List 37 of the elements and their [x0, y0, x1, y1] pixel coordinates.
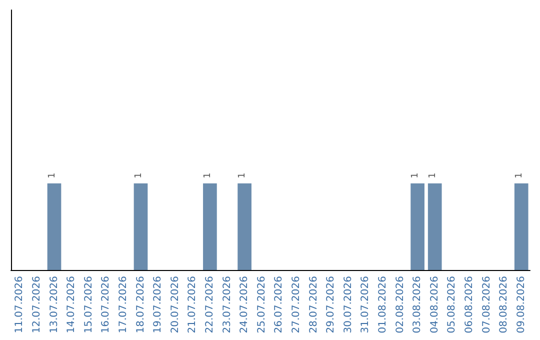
- x-tick-label: 30.07.2026: [342, 276, 354, 334]
- x-tick-label: 06.08.2026: [464, 276, 475, 334]
- data-label: 1: [238, 172, 248, 178]
- x-tick-label: 05.08.2026: [446, 276, 458, 334]
- x-tick-label: 12.07.2026: [31, 276, 42, 334]
- x-tick-label: 23.07.2026: [222, 276, 233, 334]
- x-tick-label: 13.07.2026: [48, 276, 60, 334]
- x-tick-label: 24.07.2026: [239, 276, 250, 334]
- x-tick-label: 18.07.2026: [135, 276, 146, 334]
- x-tick-label: 31.07.2026: [360, 276, 372, 334]
- data-label: 1: [134, 172, 144, 178]
- x-tick-label: 26.07.2026: [274, 276, 285, 334]
- x-tick-label: 16.07.2026: [100, 276, 112, 334]
- x-tick-label: 15.07.2026: [83, 276, 94, 334]
- x-tick-label: 28.07.2026: [308, 276, 320, 334]
- x-tick-label: 03.08.2026: [412, 276, 424, 334]
- x-tick-label: 11.07.2026: [14, 276, 26, 334]
- x-tick-label: 02.08.2026: [394, 276, 406, 334]
- data-label: 1: [47, 172, 58, 178]
- x-tick-label: 07.08.2026: [481, 276, 492, 334]
- x-tick-label: 25.07.2026: [256, 276, 268, 334]
- data-label: 1: [202, 172, 213, 178]
- data-label: 1: [514, 172, 524, 178]
- data-label: 1: [410, 172, 421, 178]
- x-tick-label: 19.07.2026: [152, 276, 164, 334]
- x-tick-label: 01.08.2026: [377, 276, 388, 334]
- x-tick-label: 17.07.2026: [118, 276, 129, 334]
- x-tick-label: 29.07.2026: [326, 276, 337, 334]
- x-tick-label: 08.08.2026: [498, 276, 510, 334]
- x-tick-label: 20.07.2026: [170, 276, 181, 334]
- x-tick-label: 09.08.2026: [516, 276, 527, 334]
- x-tick-label: 22.07.2026: [204, 276, 216, 334]
- data-label: 1: [428, 172, 438, 178]
- x-tick-label: 14.07.2026: [66, 276, 78, 334]
- x-tick-label: 27.07.2026: [290, 276, 302, 334]
- x-tick-label: 21.07.2026: [187, 276, 198, 334]
- x-tick-label: 04.08.2026: [429, 276, 440, 334]
